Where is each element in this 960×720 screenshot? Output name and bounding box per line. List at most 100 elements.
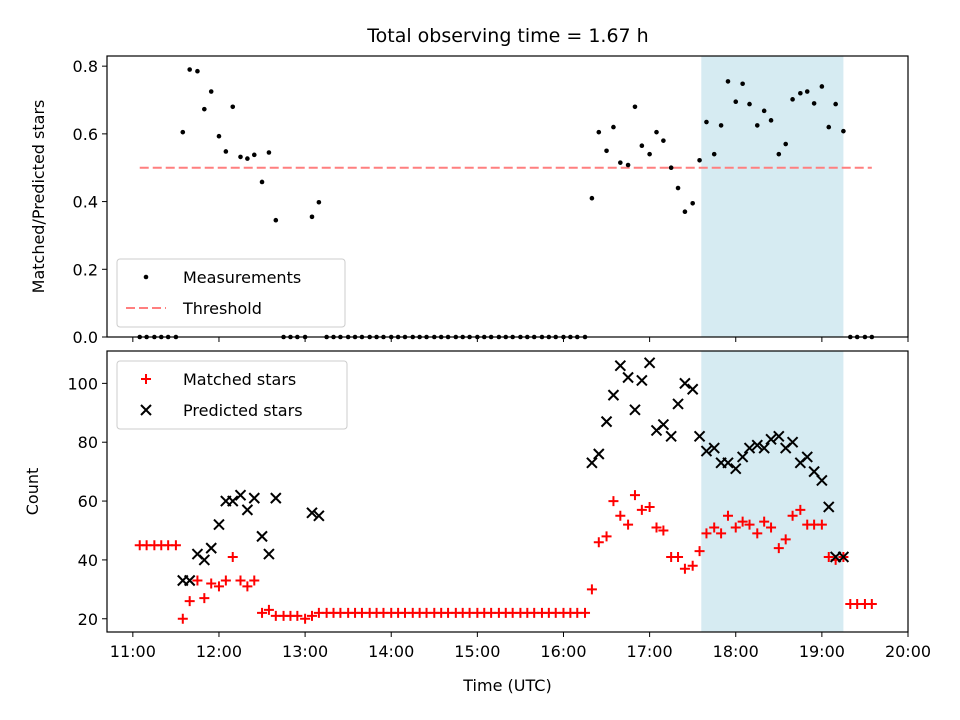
measurement-point — [733, 99, 739, 105]
matched-stars-point — [766, 522, 777, 533]
measurement-point — [668, 165, 674, 171]
measurement-point — [273, 217, 279, 223]
predicted-stars-point — [256, 530, 268, 543]
predicted-stars-point — [837, 551, 850, 563]
matched-stars-point — [673, 551, 684, 562]
measurement-point — [251, 152, 257, 158]
predicted-stars-point — [593, 448, 605, 460]
predicted-stars-point — [773, 430, 785, 443]
measurement-point — [589, 195, 595, 201]
matched-stars-point — [816, 519, 827, 530]
measurement-point — [230, 104, 236, 110]
measurement-point — [647, 151, 652, 157]
matched-stars-point — [644, 501, 655, 512]
measurement-point — [761, 108, 767, 114]
measurement-point — [833, 101, 838, 107]
matched-stars-point — [722, 510, 733, 521]
measurement-point — [798, 90, 803, 96]
measurement-point — [316, 199, 322, 205]
predicted-stars-point — [227, 495, 239, 507]
measurement-point — [768, 118, 774, 123]
measurement-point — [783, 141, 788, 147]
predicted-stars-point — [823, 501, 835, 513]
predicted-stars-point — [241, 504, 254, 516]
predicted-stars-point — [586, 457, 598, 469]
measurement-point — [661, 138, 666, 143]
measurement-point — [195, 68, 200, 74]
measurement-point — [725, 79, 731, 84]
measurement-point — [711, 151, 717, 157]
matched-stars-point — [263, 604, 274, 615]
matched-stars-point — [608, 496, 619, 507]
matched-stars-point — [170, 540, 181, 551]
predicted-stars-point — [600, 415, 613, 428]
x-tick-label: 12:00 — [196, 642, 242, 661]
matched-stars-point — [249, 575, 260, 586]
top-panel: 0.00.20.40.60.8 Matched/Predicted stars … — [29, 55, 909, 347]
y-tick-label: 0.4 — [73, 193, 98, 212]
matched-stars-point — [292, 610, 303, 621]
y-tick-label: 0.0 — [73, 328, 98, 347]
x-tick-label: 13:00 — [282, 642, 328, 661]
top-legend: Measurements Threshold — [116, 258, 346, 328]
top-y-axis-label: Matched/Predicted stars — [29, 100, 48, 294]
x-tick-label: 17:00 — [627, 642, 673, 661]
measurement-point — [632, 104, 638, 110]
matched-stars-point — [235, 575, 246, 586]
predicted-stars-point — [693, 430, 706, 443]
matched-stars-point — [586, 584, 597, 595]
matched-stars-point — [694, 546, 705, 557]
matched-stars-point — [651, 522, 662, 533]
predicted-stars-point — [722, 457, 734, 469]
predicted-stars-point — [679, 377, 691, 390]
bottom-panel-frame — [106, 350, 909, 633]
observing-window-shade — [701, 351, 844, 632]
y-tick-label: 20 — [78, 610, 98, 629]
predicted-stars-point — [700, 445, 713, 457]
measurement-point — [804, 89, 810, 94]
measurement-point — [180, 129, 186, 135]
matched-stars-point — [257, 607, 268, 618]
predicted-stars-point — [765, 433, 777, 445]
matched-stars-point — [679, 563, 690, 574]
y-tick-label: 0.6 — [73, 125, 98, 144]
top-panel-axes: 0.0 0.2 0.4 0.6 0.8 — [73, 57, 909, 347]
measurement-point — [754, 123, 760, 128]
measurement-point — [216, 133, 222, 139]
measurement-point — [611, 124, 616, 130]
matched-stars-point — [759, 516, 770, 527]
x-tick-label: 20:00 — [885, 642, 931, 661]
predicted-stars-point — [629, 404, 641, 416]
matched-stars-point — [744, 519, 755, 530]
measurement-point — [604, 148, 609, 154]
legend-marker-predicted — [140, 404, 152, 416]
measurement-point — [639, 143, 645, 149]
predicted-stars-point — [607, 389, 620, 401]
matched-stars-point — [206, 578, 217, 589]
legend-marker-matched — [141, 374, 151, 384]
measurement-point — [625, 162, 631, 168]
x-tick-label: 14:00 — [368, 642, 414, 661]
predicted-stars-point — [758, 442, 770, 454]
matched-stars-point — [866, 599, 877, 610]
measurement-point — [690, 200, 695, 206]
matched-stars-point — [701, 528, 712, 539]
matched-stars-point — [629, 490, 640, 501]
matched-stars-point — [192, 575, 203, 586]
predicted-stars-point — [306, 507, 318, 519]
predicted-stars-point — [708, 442, 720, 454]
x-tick-label: 19:00 — [799, 642, 845, 661]
x-tick-label: 18:00 — [713, 642, 759, 661]
predicted-stars-point — [270, 492, 282, 504]
measurement-point — [776, 151, 782, 157]
matched-stars-point — [716, 528, 727, 539]
x-tick-label: 15:00 — [454, 642, 500, 661]
predicted-stars-point — [614, 360, 627, 372]
predicted-stars-point — [743, 442, 756, 454]
measurement-point — [654, 129, 659, 135]
measurement-point — [202, 106, 207, 112]
predicted-stars-point — [183, 574, 196, 587]
matched-stars-point — [636, 504, 647, 515]
matched-stars-point — [184, 596, 195, 607]
